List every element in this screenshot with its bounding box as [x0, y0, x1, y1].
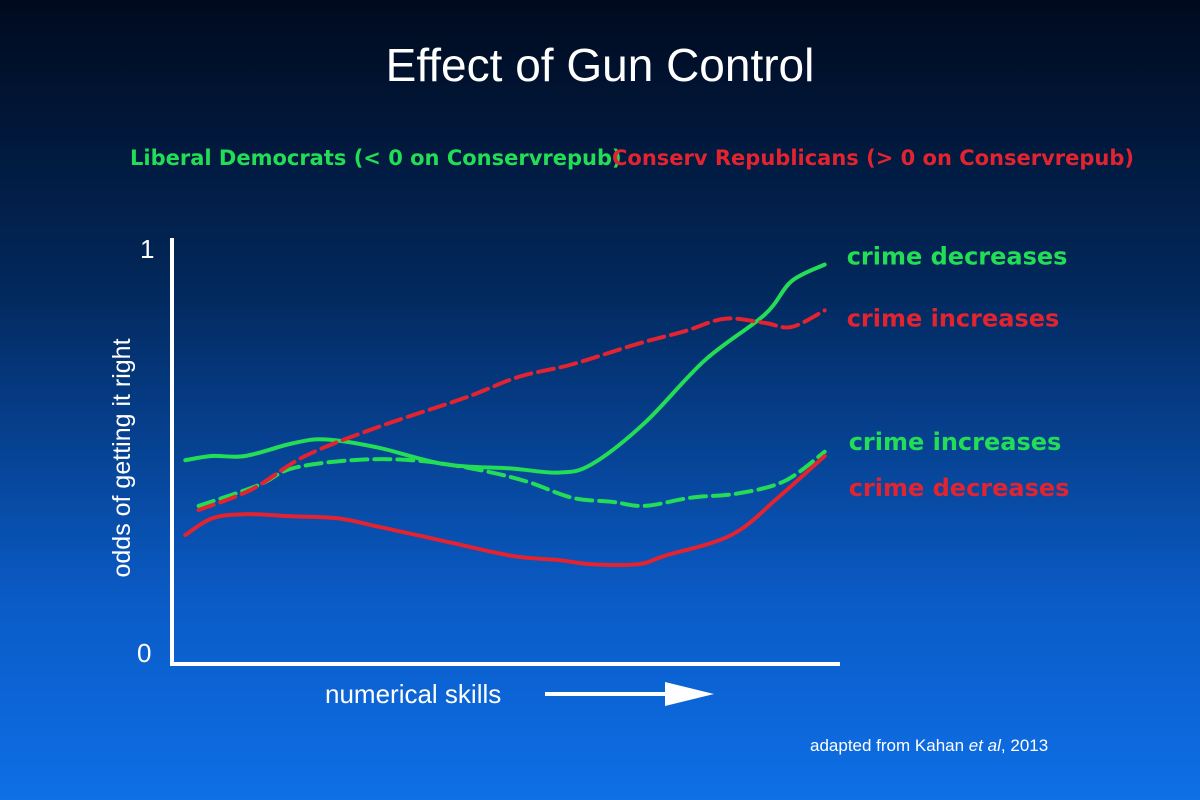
series-group: [183, 262, 827, 567]
series-line-3: [183, 454, 827, 567]
credit-suffix: , 2013: [1000, 736, 1049, 755]
legend-conserv-republicans: Conserv Republicans (> 0 on Conservrepub…: [612, 146, 1134, 170]
series-label-2: crime increases: [849, 428, 1062, 456]
credit-prefix: adapted from Kahan: [810, 736, 969, 755]
y-tick-label-top: 1: [140, 234, 154, 264]
source-credit: adapted from Kahan et al, 2013: [810, 736, 1048, 756]
chart-title: Effect of Gun Control: [385, 39, 815, 91]
series-label-3: crime decreases: [849, 474, 1070, 502]
x-axis-arrow-icon: [545, 682, 714, 706]
series-line-1: [196, 449, 827, 508]
series-label-group: crime decreases crime increases crime incr…: [847, 243, 1070, 502]
series-label-0: crime decreases: [847, 243, 1068, 271]
y-axis-label: odds of getting it right: [108, 338, 136, 577]
x-axis-label: numerical skills: [325, 679, 501, 709]
y-tick-label-bottom: 0: [137, 638, 151, 668]
series-label-1: crime increases: [847, 304, 1060, 332]
series-line-0: [183, 262, 827, 475]
credit-italic: et al: [968, 736, 1001, 755]
series-line-2: [196, 308, 827, 513]
legend-liberal-democrats: Liberal Democrats (< 0 on Conservrepub): [130, 146, 622, 170]
